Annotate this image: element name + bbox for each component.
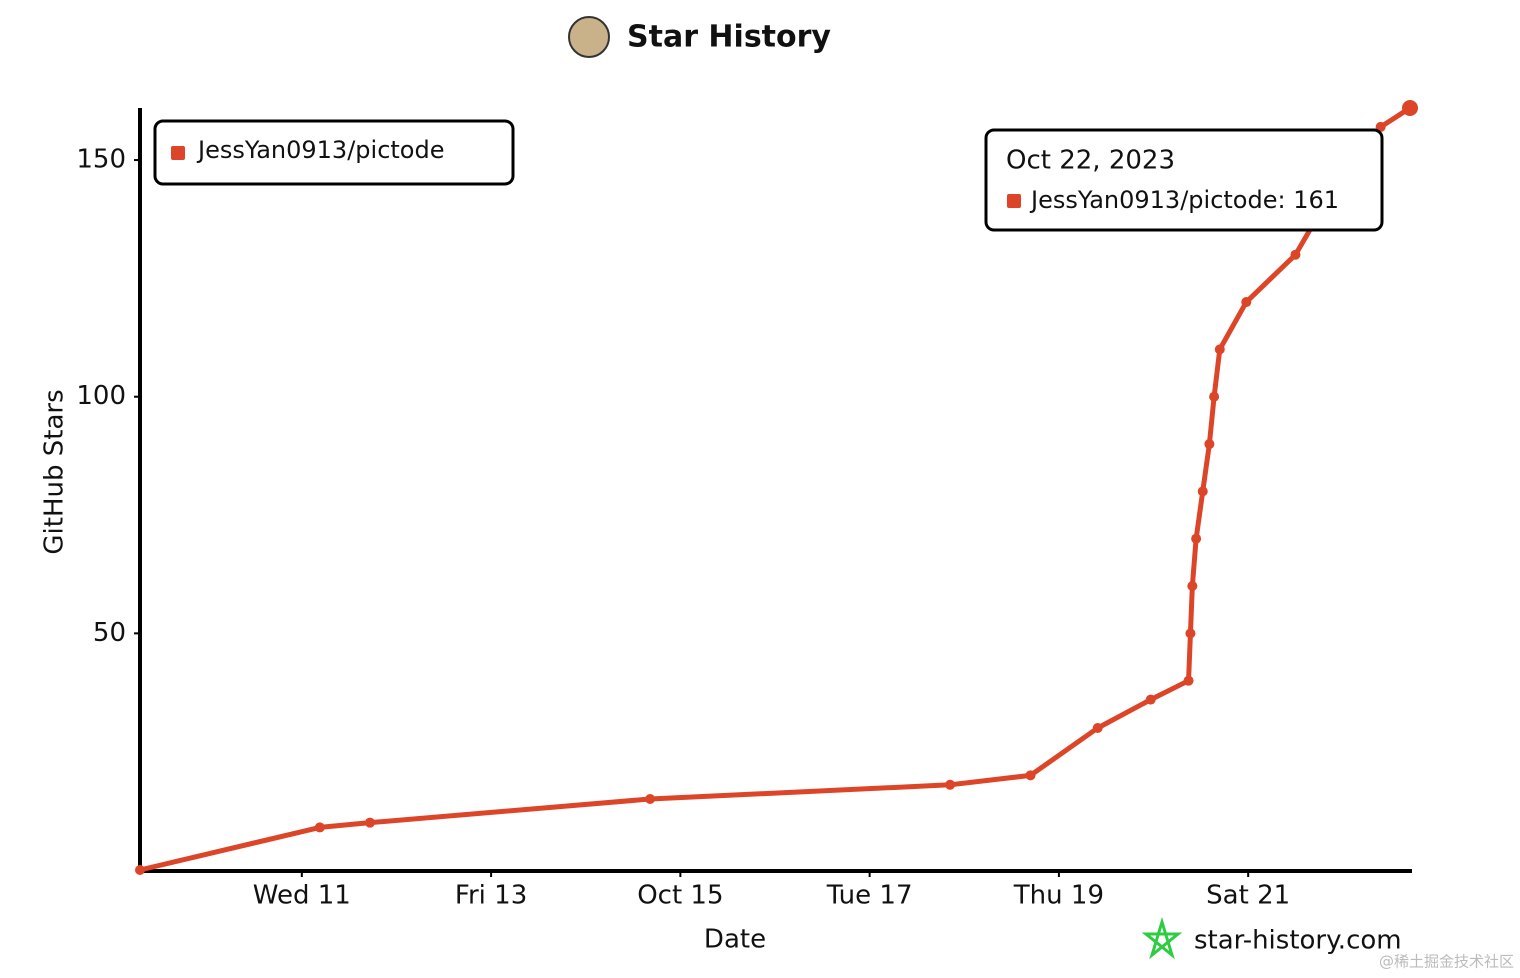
watermark: @稀土掘金技术社区: [1379, 953, 1514, 971]
data-point: [1092, 723, 1103, 734]
x-tick-label: Sat 21: [1206, 881, 1290, 911]
data-point: [135, 865, 145, 875]
x-tick-label: Thu 19: [1013, 881, 1104, 911]
data-point: [1204, 439, 1215, 450]
data-point: [1214, 344, 1225, 355]
data-point: [1187, 581, 1198, 592]
tooltip-box: [984, 128, 1384, 232]
data-point: [945, 779, 956, 790]
avatar: [568, 16, 610, 58]
tooltip-title: Oct 22, 2023: [1006, 146, 1175, 176]
data-point: [1183, 675, 1194, 686]
x-tick-label: Wed 11: [253, 881, 351, 911]
data-point: [1402, 100, 1418, 116]
tooltip-swatch: [1007, 194, 1021, 208]
tooltip-text: JessYan0913/pictode: 161: [1029, 186, 1339, 214]
data-point: [1145, 694, 1156, 705]
data-point: [314, 822, 325, 833]
data-point: [1191, 533, 1202, 544]
legend-label: JessYan0913/pictode: [196, 136, 444, 164]
y-tick-label: 150: [76, 145, 126, 175]
data-point: [645, 794, 656, 805]
data-point: [1025, 770, 1036, 781]
data-point: [1185, 628, 1196, 639]
data-point: [1209, 391, 1220, 402]
y-axis-label: GitHub Stars: [40, 389, 70, 554]
y-tick-label: 50: [93, 618, 126, 648]
x-axis-label: Date: [704, 925, 766, 955]
x-tick-label: Tue 17: [826, 881, 913, 911]
x-tick-label: Oct 15: [637, 881, 723, 911]
chart-title: Star History: [627, 20, 831, 55]
brand: star-history.com: [1194, 926, 1402, 956]
legend-swatch: [171, 146, 185, 160]
data-point: [1290, 249, 1301, 260]
x-tick-label: Fri 13: [455, 881, 527, 911]
legend-box: [153, 119, 515, 186]
y-tick-label: 100: [76, 381, 126, 411]
brand-logo: [1141, 916, 1183, 960]
data-point: [364, 817, 375, 828]
data-point: [1197, 486, 1208, 497]
data-point: [1241, 297, 1252, 308]
